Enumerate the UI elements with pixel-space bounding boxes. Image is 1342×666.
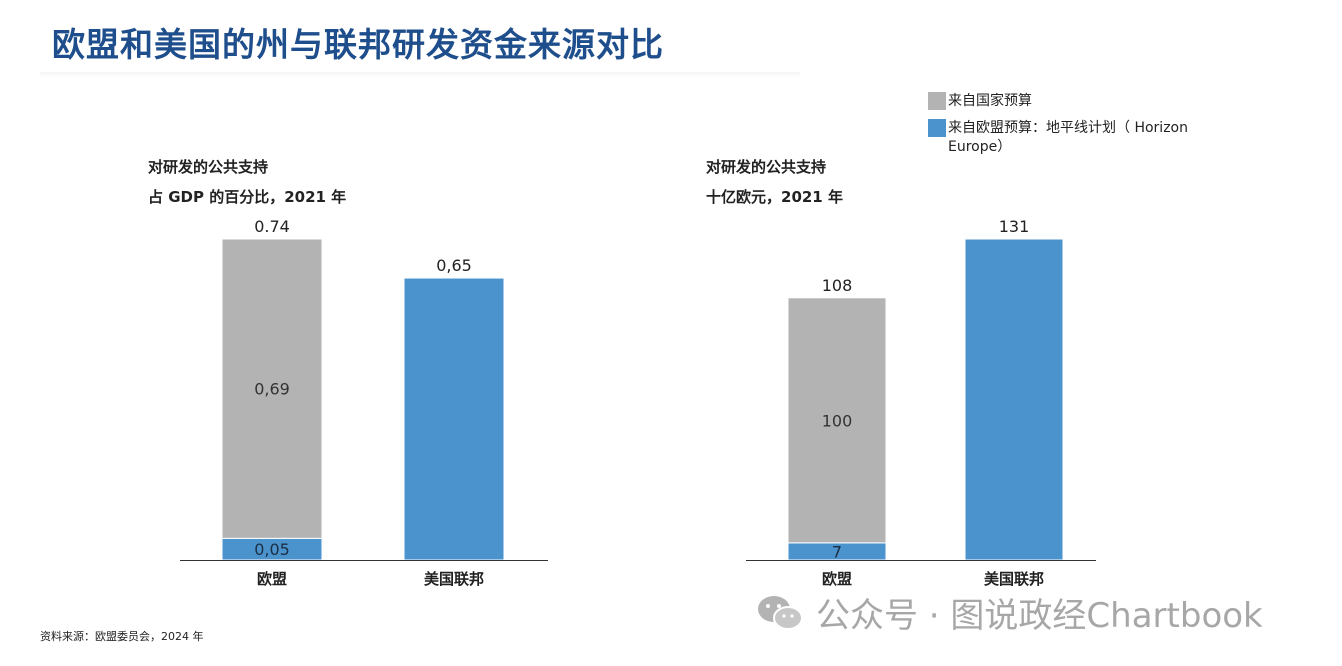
legend-label-eu: 来自欧盟预算：地平线计划（ Horizon Europe） bbox=[948, 120, 1188, 155]
page-title: 欧盟和美国的州与联邦研发资金来源对比 bbox=[52, 25, 664, 64]
bar-segment-0-1-0 bbox=[403, 277, 505, 561]
left-chart: 0,05 0,69 0.74 欧盟 0,65 美国联邦 bbox=[180, 217, 548, 588]
left-chart-title: 对研发的公共支持 bbox=[148, 158, 269, 176]
category-label-0-0: 欧盟 bbox=[257, 570, 287, 588]
bar-segment-1-0-1 bbox=[787, 297, 887, 544]
bar-segment-1-1-0 bbox=[964, 238, 1064, 561]
category-label-1-1: 美国联邦 bbox=[984, 570, 1044, 588]
right-chart: 7 100 108 欧盟 131 美国联邦 bbox=[746, 217, 1096, 588]
category-label-0-1: 美国联邦 bbox=[424, 570, 484, 588]
data-label-0-1-0: 0,65 bbox=[436, 256, 472, 275]
total-label-0-0: 0.74 bbox=[254, 217, 290, 236]
wechat-icon bbox=[758, 595, 803, 630]
legend-item-eu: 来自欧盟预算：地平线计划（ Horizon Europe） bbox=[928, 119, 1188, 157]
legend-label-national: 来自国家预算 bbox=[948, 93, 1032, 109]
right-chart-title: 对研发的公共支持 bbox=[706, 158, 827, 176]
data-label-1-0-0: 7 bbox=[832, 542, 842, 561]
legend-swatch-eu bbox=[928, 119, 946, 137]
total-label-1-0: 108 bbox=[822, 276, 853, 295]
right-chart-subtitle: 十亿欧元，2021 年 bbox=[706, 188, 843, 206]
legend-swatch-national bbox=[928, 92, 946, 110]
source-note: 资料来源：欧盟委员会，2024 年 bbox=[40, 630, 204, 643]
bar-segment-0-0-1 bbox=[221, 238, 323, 539]
data-label-1-1-0: 131 bbox=[999, 217, 1030, 236]
data-label-0-0-0: 0,05 bbox=[254, 540, 290, 559]
category-label-1-0: 欧盟 bbox=[822, 570, 852, 588]
left-chart-subtitle: 占 GDP 的百分比，2021 年 bbox=[148, 188, 347, 206]
watermark-text: 公众号 · 图说政经Chartbook bbox=[816, 596, 1263, 636]
title-underline bbox=[40, 72, 800, 78]
watermark: 公众号 · 图说政经Chartbook bbox=[756, 588, 1263, 637]
legend-item-national: 来自国家预算 bbox=[928, 92, 1188, 111]
data-label-1-0-1: 100 bbox=[822, 411, 853, 430]
data-label-0-0-1: 0,69 bbox=[254, 380, 290, 399]
legend: 来自国家预算 来自欧盟预算：地平线计划（ Horizon Europe） bbox=[928, 92, 1188, 165]
